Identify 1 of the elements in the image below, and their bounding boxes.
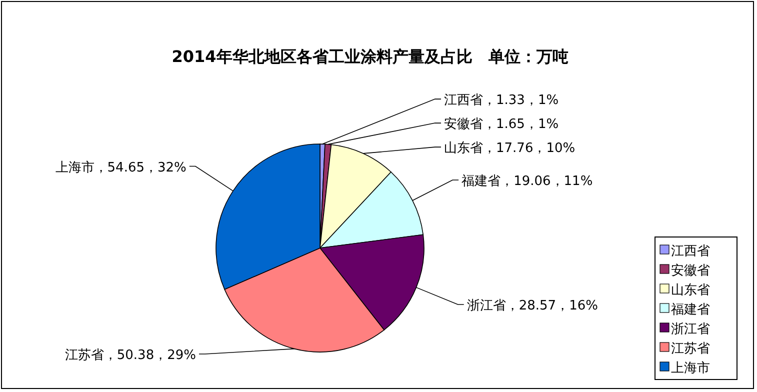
title: 2014年华北地区各省工业涂料产量及占比 单位：万吨 bbox=[172, 47, 568, 66]
